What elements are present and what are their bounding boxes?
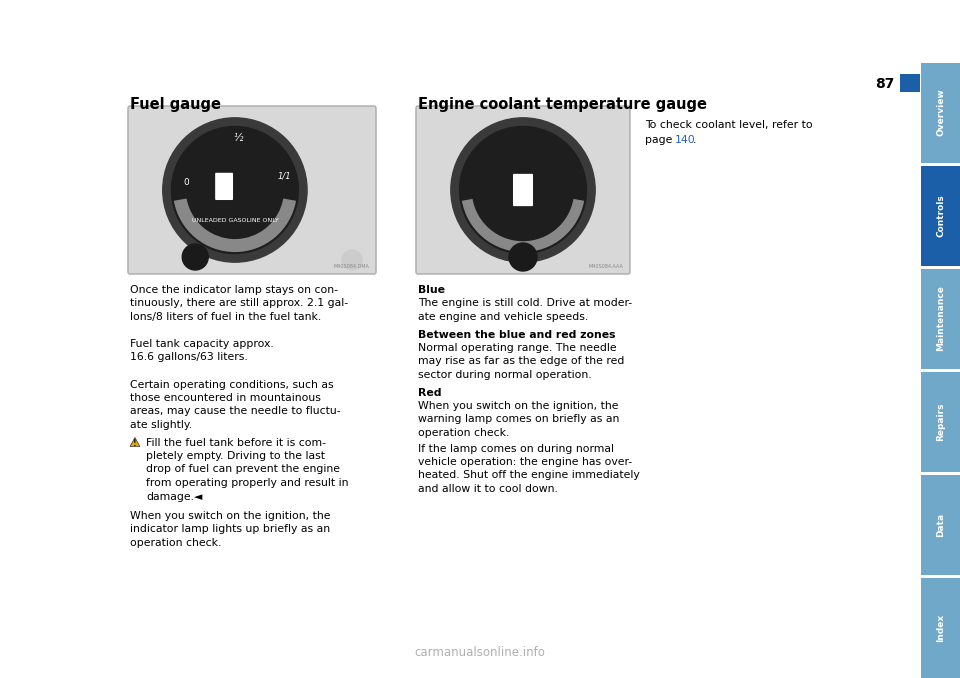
Circle shape [172, 127, 299, 254]
Text: page: page [645, 135, 676, 145]
Bar [921, 372, 960, 471]
Text: ate slightly.: ate slightly. [130, 420, 192, 430]
Text: areas, may cause the needle to fluctu-: areas, may cause the needle to fluctu- [130, 407, 341, 416]
Text: 16.6 gallons/63 liters.: 16.6 gallons/63 liters. [130, 353, 248, 363]
Text: heated. Shut off the engine immediately: heated. Shut off the engine immediately [418, 471, 639, 481]
Text: Fill the fuel tank before it is com-: Fill the fuel tank before it is com- [146, 437, 326, 447]
Text: Maintenance: Maintenance [936, 285, 945, 351]
Text: drop of fuel can prevent the engine: drop of fuel can prevent the engine [146, 464, 340, 475]
Circle shape [460, 127, 587, 254]
Text: operation check.: operation check. [130, 538, 222, 548]
FancyBboxPatch shape [128, 106, 376, 274]
Text: vehicle operation: the engine has over-: vehicle operation: the engine has over- [418, 457, 632, 467]
Text: Controls: Controls [936, 194, 945, 237]
Wedge shape [174, 199, 296, 252]
FancyBboxPatch shape [513, 174, 533, 206]
Text: Blue: Blue [418, 285, 445, 295]
Text: M40S084.AAA: M40S084.AAA [588, 264, 623, 269]
Text: indicator lamp lights up briefly as an: indicator lamp lights up briefly as an [130, 525, 330, 534]
FancyBboxPatch shape [215, 173, 233, 200]
Text: UNLEADED GASOLINE ONLY: UNLEADED GASOLINE ONLY [192, 218, 278, 223]
Text: ate engine and vehicle speeds.: ate engine and vehicle speeds. [418, 312, 588, 322]
FancyBboxPatch shape [416, 106, 630, 274]
Text: from operating properly and result in: from operating properly and result in [146, 478, 348, 488]
Text: pletely empty. Driving to the last: pletely empty. Driving to the last [146, 451, 325, 461]
Text: Index: Index [936, 614, 945, 641]
Text: Once the indicator lamp stays on con-: Once the indicator lamp stays on con- [130, 285, 338, 295]
Text: damage.◄: damage.◄ [146, 492, 203, 502]
Text: warning lamp comes on briefly as an: warning lamp comes on briefly as an [418, 414, 619, 424]
Text: ½: ½ [234, 133, 243, 143]
Bar [921, 475, 960, 574]
Text: those encountered in mountainous: those encountered in mountainous [130, 393, 321, 403]
Bar [921, 62, 960, 163]
Text: Overview: Overview [936, 89, 945, 136]
Text: !: ! [133, 439, 136, 447]
Text: The engine is still cold. Drive at moder-: The engine is still cold. Drive at moder… [418, 298, 632, 308]
Bar [921, 578, 960, 677]
Text: operation check.: operation check. [418, 428, 510, 438]
Text: Certain operating conditions, such as: Certain operating conditions, such as [130, 380, 334, 389]
Text: lons/8 liters of fuel in the fuel tank.: lons/8 liters of fuel in the fuel tank. [130, 312, 322, 322]
Text: 1/1: 1/1 [277, 171, 291, 180]
Text: Fuel gauge: Fuel gauge [130, 97, 221, 112]
Text: Normal operating range. The needle: Normal operating range. The needle [418, 343, 616, 353]
Text: Repairs: Repairs [936, 402, 945, 441]
Text: When you switch on the ignition, the: When you switch on the ignition, the [418, 401, 618, 411]
Circle shape [342, 250, 362, 270]
Text: tinuously, there are still approx. 2.1 gal-: tinuously, there are still approx. 2.1 g… [130, 298, 348, 308]
Text: Fuel tank capacity approx.: Fuel tank capacity approx. [130, 339, 274, 349]
Wedge shape [462, 199, 584, 252]
Text: If the lamp comes on during normal: If the lamp comes on during normal [418, 443, 614, 454]
Text: carmanualsonline.info: carmanualsonline.info [415, 647, 545, 660]
Text: Engine coolant temperature gauge: Engine coolant temperature gauge [418, 97, 707, 112]
Circle shape [509, 243, 537, 271]
Circle shape [182, 244, 208, 270]
Text: .: . [693, 135, 696, 145]
Text: 87: 87 [876, 77, 895, 91]
Text: sector during normal operation.: sector during normal operation. [418, 370, 591, 380]
Text: Between the blue and red zones: Between the blue and red zones [418, 330, 615, 340]
Text: may rise as far as the edge of the red: may rise as far as the edge of the red [418, 357, 624, 367]
Text: M40S084.DMA: M40S084.DMA [333, 264, 369, 269]
Polygon shape [130, 437, 140, 447]
Text: When you switch on the ignition, the: When you switch on the ignition, the [130, 511, 330, 521]
Bar [900, 74, 920, 92]
Text: Data: Data [936, 513, 945, 536]
Text: To check coolant level, refer to: To check coolant level, refer to [645, 120, 812, 130]
Circle shape [163, 118, 307, 262]
Text: Red: Red [418, 388, 442, 397]
Bar [921, 268, 960, 369]
Text: 140: 140 [675, 135, 696, 145]
Circle shape [451, 118, 595, 262]
Text: and allow it to cool down.: and allow it to cool down. [418, 484, 558, 494]
Bar [921, 165, 960, 266]
Text: 0: 0 [183, 178, 189, 187]
